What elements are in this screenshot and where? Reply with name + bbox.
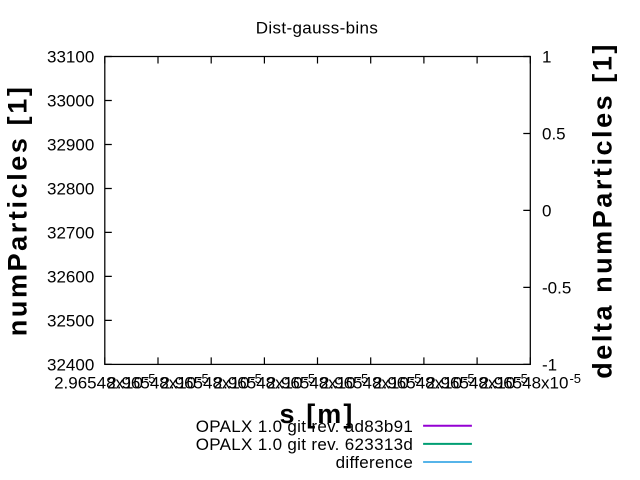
svg-text:2.96548x10-5: 2.96548x10-5	[373, 371, 474, 393]
svg-text:2.96548x10-5: 2.96548x10-5	[54, 371, 155, 393]
svg-text:32800: 32800	[47, 180, 94, 199]
svg-text:2.96548x10-5: 2.96548x10-5	[107, 371, 208, 393]
svg-text:32400: 32400	[47, 356, 94, 375]
svg-text:2.96548x10-5: 2.96548x10-5	[160, 371, 261, 393]
svg-text:-0.5: -0.5	[542, 279, 571, 298]
svg-text:33100: 33100	[47, 48, 94, 67]
svg-text:32900: 32900	[47, 136, 94, 155]
svg-text:32700: 32700	[47, 224, 94, 243]
svg-text:2.96548x10-5: 2.96548x10-5	[320, 371, 421, 393]
svg-text:Dist-gauss-bins: Dist-gauss-bins	[256, 19, 378, 38]
svg-text:0.5: 0.5	[542, 125, 566, 144]
svg-text:2.96548x10-5: 2.96548x10-5	[426, 371, 527, 393]
svg-text:32500: 32500	[47, 312, 94, 331]
svg-text:2.96548x10-5: 2.96548x10-5	[214, 371, 315, 393]
svg-text:0: 0	[542, 202, 551, 221]
svg-text:-1: -1	[542, 356, 557, 375]
svg-text:2.96548x10-5: 2.96548x10-5	[480, 371, 581, 393]
svg-text:numParticles [1]: numParticles [1]	[3, 85, 33, 337]
svg-text:2.96548x10-5: 2.96548x10-5	[267, 371, 368, 393]
svg-text:OPALX 1.0 git rev. ad83b91: OPALX 1.0 git rev. ad83b91	[196, 417, 414, 436]
svg-text:1: 1	[542, 48, 551, 67]
svg-text:delta numParticles [1]: delta numParticles [1]	[587, 42, 617, 379]
svg-text:33000: 33000	[47, 92, 94, 111]
svg-text:difference: difference	[336, 453, 414, 472]
svg-text:OPALX 1.0 git rev. 623313d: OPALX 1.0 git rev. 623313d	[196, 435, 414, 454]
svg-text:s [m]: s [m]	[279, 399, 354, 429]
svg-text:32600: 32600	[47, 268, 94, 287]
